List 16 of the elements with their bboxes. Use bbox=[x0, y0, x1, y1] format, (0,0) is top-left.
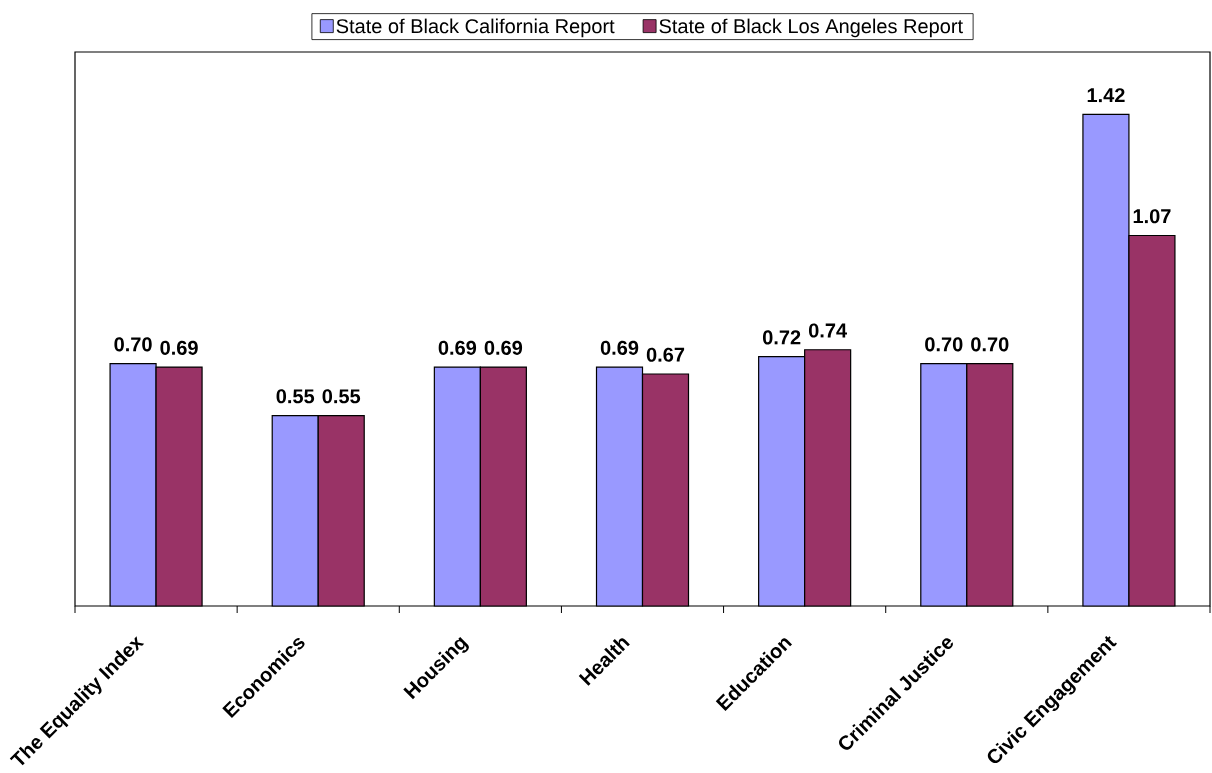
data-label: 0.70 bbox=[114, 337, 152, 352]
data-label: 0.69 bbox=[160, 340, 198, 355]
data-label: 0.55 bbox=[322, 389, 361, 404]
legend-label: State of Black California Report bbox=[336, 18, 615, 38]
data-label: 0.70 bbox=[925, 337, 963, 352]
data-label: 1.07 bbox=[1133, 209, 1171, 224]
data-label: 1.42 bbox=[1087, 88, 1125, 103]
data-label: 0.67 bbox=[646, 347, 685, 362]
data-label: 0.55 bbox=[276, 389, 315, 404]
data-label: 0.69 bbox=[438, 340, 477, 355]
data-label: 0.69 bbox=[484, 340, 523, 355]
data-label: 0.74 bbox=[808, 323, 847, 338]
data-label: 0.69 bbox=[600, 340, 639, 355]
legend-label: State of Black Los Angeles Report bbox=[659, 18, 963, 38]
data-label: 0.70 bbox=[971, 337, 1009, 352]
data-label: 0.72 bbox=[762, 330, 801, 345]
